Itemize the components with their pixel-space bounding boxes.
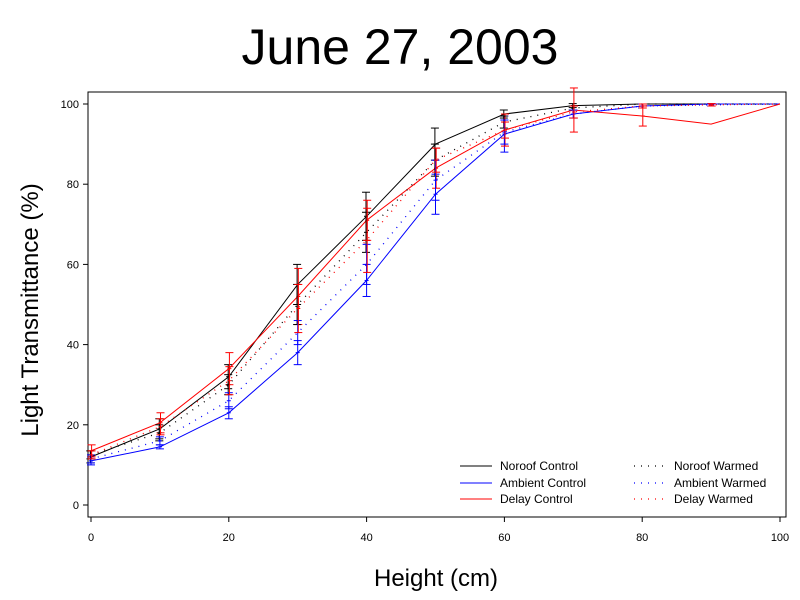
plot-frame [87, 91, 787, 518]
legend-label-3: Noroof Warmed [674, 459, 758, 473]
x-tick-label: 0 [88, 532, 94, 544]
x-tick-label: 80 [636, 532, 648, 544]
y-tick-label: 60 [67, 259, 79, 271]
chart-title: June 27, 2003 [242, 19, 559, 75]
series-line-4 [90, 103, 781, 460]
y-tick-label: 20 [67, 420, 79, 432]
legend-label-2: Delay Control [500, 492, 573, 506]
x-tick-label: 60 [498, 532, 510, 544]
legend-label-1: Ambient Control [500, 476, 586, 490]
series-line-0 [90, 103, 780, 458]
series-layer [86, 87, 781, 466]
y-tick-label: 80 [67, 179, 79, 191]
y-tick-label: 0 [73, 500, 79, 512]
legend-label-5: Delay Warmed [674, 492, 753, 506]
legend: Noroof Control Ambient Control Delay Contr… [460, 459, 766, 506]
series-line-1 [90, 103, 780, 462]
y-axis-label: Light Transmittance (%) [17, 183, 44, 436]
y-tick-label: 100 [61, 99, 79, 111]
legend-label-4: Ambient Warmed [674, 476, 766, 490]
x-tick-label: 100 [771, 532, 789, 544]
y-tick-label: 40 [67, 340, 79, 352]
x-tick-label: 20 [223, 532, 235, 544]
axis-ticks: 0 20 40 60 80 100 0 20 40 60 80 100 [61, 99, 790, 544]
series-line-2 [90, 103, 781, 452]
x-axis-label: Height (cm) [374, 565, 498, 592]
x-tick-label: 40 [360, 532, 372, 544]
legend-label-0: Noroof Control [500, 459, 578, 473]
